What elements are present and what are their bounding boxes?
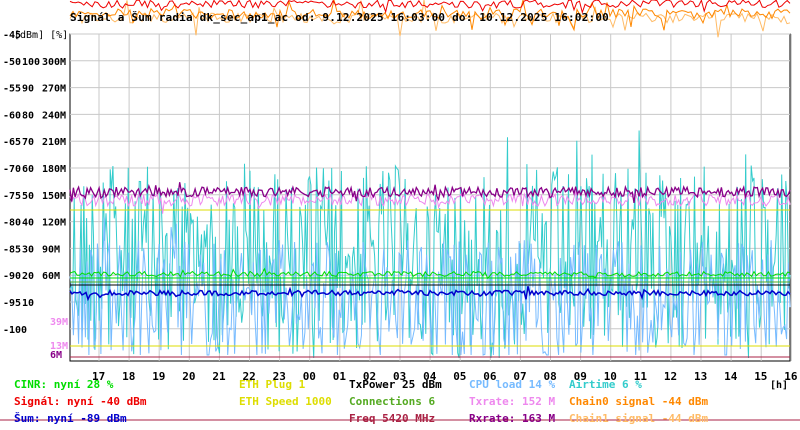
y-tick-rate: 150M [42,191,66,202]
legend-item: Airtime 6 % [569,378,642,391]
legend-item: Connections 6 [349,395,436,408]
series-chain0 [69,0,791,32]
x-tick-label: 03 [393,370,406,383]
x-tick-label: 02 [363,370,376,383]
units-label: [dBm] [%] [14,30,69,41]
y-tick-rate: 270M [42,84,66,95]
legend-item: Txrate: 152 M [469,395,556,408]
y-tick-dbm: -60 [3,110,21,121]
y-tick-percent: 10 [22,298,34,309]
y-tick-percent: 60 [22,164,34,175]
y-tick-dbm: -100 [3,325,27,336]
y-tick-rate-extra: 39M [50,317,68,328]
x-tick-label: 08 [544,370,557,383]
x-axis-unit: [h] [770,380,788,391]
legend-item: Freq 5420 MHz [349,412,436,425]
x-tick-label: 12 [664,370,677,383]
y-tick-rate: 240M [42,110,66,121]
y-tick-percent: 90 [22,84,34,95]
y-tick-dbm: -75 [3,191,21,202]
x-tick-label: 11 [634,370,648,383]
x-tick-label: 06 [483,370,497,383]
y-tick-dbm: -45 [3,30,21,41]
y-tick-rate: 180M [42,164,66,175]
x-tick-label: 20 [182,370,195,383]
series-noise [69,286,791,302]
y-tick-dbm: -55 [3,84,21,95]
y-tick-rate-extra: 6M [50,350,62,361]
x-tick-label: 04 [423,370,437,383]
y-tick-dbm: -65 [3,137,21,148]
x-tick-label: 19 [152,370,165,383]
x-tick-label: 05 [453,370,466,383]
y-tick-percent: 70 [22,137,34,148]
x-tick-label: 23 [273,370,286,383]
legend-item: Chain0 signal -44 dBm [569,395,709,408]
y-tick-rate: 210M [42,137,66,148]
legend-item: Chain1 signal -44 dBm [569,412,709,425]
x-tick-label: 22 [243,370,256,383]
y-tick-rate-extra: 13M [50,341,68,352]
x-tick-label: 15 [754,370,767,383]
y-tick-dbm: -50 [3,57,21,68]
y-tick-dbm: -85 [3,244,21,255]
legend-item: Šum: nyní -89 dBm [14,412,127,425]
x-tick-label: 00 [303,370,316,383]
legend-item: TxPower 25 dBm [349,378,442,391]
legend-item: ETH Speed 1000 [239,395,332,408]
x-tick-label: 13 [694,370,707,383]
x-tick-label: 17 [92,370,105,383]
x-tick-label: 10 [604,370,617,383]
y-tick-percent: 30 [22,244,34,255]
x-tick-label: 16 [784,370,798,383]
y-tick-dbm: -90 [3,271,21,282]
legend-item: CPU load 14 % [469,378,556,391]
y-tick-dbm: -70 [3,164,21,175]
y-tick-percent: 80 [22,110,34,121]
y-tick-rate: 90M [42,244,60,255]
chart-title: Signál a Šum radia dk_sec_ap1_ac od: 9.1… [70,11,609,24]
x-tick-label: 14 [724,370,738,383]
series-signal [69,0,791,15]
series-cpu-load [69,217,791,356]
series-txrate [69,187,791,214]
y-tick-rate: 60M [42,271,60,282]
y-tick-dbm: -80 [3,218,21,229]
y-tick-dbm: -95 [3,298,21,309]
y-tick-percent: 40 [22,218,34,229]
legend-item: ETH Plug 1 [239,378,306,391]
legend-item: CINR: nyní 28 % [14,378,114,391]
legend-item: Signál: nyní -40 dBm [14,395,147,408]
x-tick-label: 21 [212,370,226,383]
y-tick-rate: 300M [42,57,66,68]
y-tick-percent: 20 [22,271,34,282]
legend-item: Rxrate: 163 M [469,412,556,425]
x-tick-label: 18 [122,370,135,383]
y-tick-percent: 50 [22,191,34,202]
x-tick-label: 07 [513,370,526,383]
series-cinr [69,267,791,280]
series-rxrate [69,182,791,204]
x-tick-label: 01 [333,370,347,383]
y-tick-percent: 100 [22,57,40,68]
series-chain1 [69,0,791,38]
x-tick-label: 09 [574,370,587,383]
y-tick-rate: 120M [42,218,66,229]
